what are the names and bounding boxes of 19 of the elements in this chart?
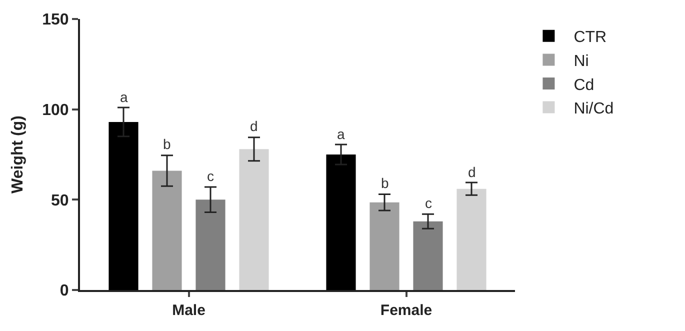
legend-label: CTR	[574, 29, 607, 46]
data-label: c	[425, 195, 432, 211]
y-axis-title: Weight (g)	[9, 116, 26, 194]
data-label: c	[207, 168, 214, 184]
data-label: d	[468, 164, 476, 180]
legend-label: Cd	[574, 76, 594, 94]
y-tick-label: 100	[42, 102, 69, 119]
data-label: b	[381, 175, 389, 191]
data-label: b	[163, 136, 171, 152]
y-tick-label: 0	[60, 282, 69, 300]
data-label: a	[120, 89, 128, 105]
x-tick-label: Male	[172, 302, 206, 319]
legend-label: Ni	[574, 52, 589, 70]
y-tick-label: 150	[42, 12, 69, 29]
data-label: a	[337, 126, 345, 142]
y-tick-label: 50	[51, 192, 69, 210]
legend-label: Ni/Cd	[574, 100, 614, 118]
x-tick-label: Female	[380, 302, 432, 319]
data-label: d	[250, 118, 258, 134]
